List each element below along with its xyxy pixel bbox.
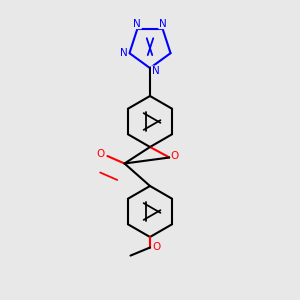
- Text: N: N: [134, 19, 141, 28]
- Text: N: N: [120, 48, 128, 58]
- Text: N: N: [152, 66, 159, 76]
- Text: N: N: [159, 19, 167, 28]
- Text: O: O: [97, 148, 105, 159]
- Text: O: O: [171, 151, 179, 161]
- Text: O: O: [152, 242, 161, 252]
